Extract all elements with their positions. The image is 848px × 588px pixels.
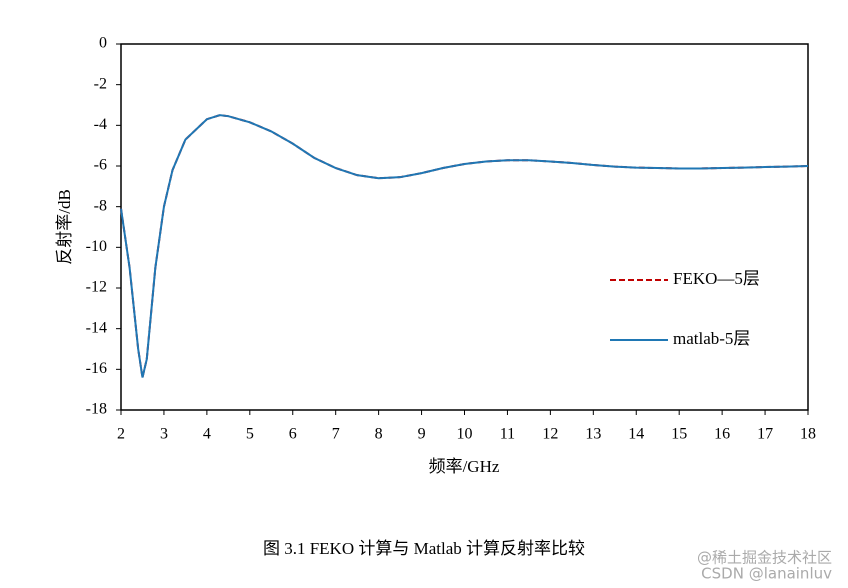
x-tick-label: 16 — [714, 426, 730, 443]
x-tick-label: 10 — [457, 426, 473, 443]
y-tick-label: -2 — [94, 75, 107, 92]
x-tick-label: 2 — [117, 426, 125, 443]
x-axis-label: 频率/GHz — [429, 457, 500, 476]
y-tick-label: -12 — [86, 279, 107, 296]
y-tick-label: -4 — [94, 116, 107, 133]
caption: 图 3.1 FEKO 计算与 Matlab 计算反射率比较 — [263, 539, 585, 558]
line-series — [120, 114, 809, 378]
x-tick-label: 13 — [585, 426, 601, 443]
x-tick-label: 18 — [800, 426, 816, 443]
y-tick-label: 0 — [99, 35, 107, 52]
x-tick-label: 5 — [246, 426, 254, 443]
x-tick-label: 4 — [203, 426, 211, 443]
legend-label: matlab-5层 — [673, 329, 750, 348]
x-tick-label: 14 — [628, 426, 644, 443]
x-tick-label: 12 — [542, 426, 558, 443]
legend-label: FEKO—5层 — [673, 269, 760, 288]
x-tick-label: 9 — [418, 426, 426, 443]
y-tick-label: -10 — [86, 238, 107, 255]
x-tick-label: 11 — [500, 426, 515, 443]
x-tick-label: 15 — [671, 426, 687, 443]
y-tick-label: -6 — [94, 157, 107, 174]
y-axis-label: 反射率/dB — [55, 189, 74, 265]
watermark: CSDN @lanainluv — [701, 565, 832, 583]
y-tick-label: -16 — [86, 360, 107, 377]
y-tick-label: -8 — [94, 197, 107, 214]
x-tick-label: 6 — [289, 426, 297, 443]
plot-frame — [120, 43, 809, 411]
x-tick-label: 8 — [375, 426, 383, 443]
x-tick-label: 3 — [160, 426, 168, 443]
x-tick-label: 17 — [757, 426, 773, 443]
x-tick-label: 7 — [332, 426, 340, 443]
y-tick-label: -14 — [86, 319, 107, 336]
y-tick-label: -18 — [86, 401, 107, 418]
watermark: @稀土掘金技术社区 — [697, 549, 832, 567]
